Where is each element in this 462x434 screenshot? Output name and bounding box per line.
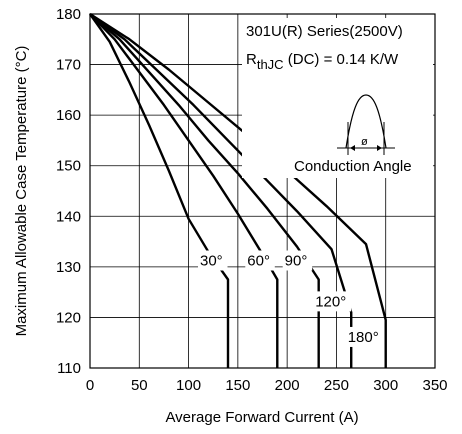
thermal-resistance: RthJC (DC) = 0.14 K/W (246, 51, 399, 72)
annotation-box (242, 18, 433, 178)
series-label: 180° (348, 329, 379, 346)
x-tick-label: 250 (324, 377, 349, 394)
y-tick-label: 130 (56, 259, 81, 276)
y-tick-label: 140 (56, 208, 81, 225)
y-tick-label: 120 (56, 309, 81, 326)
y-axis-title: Maximum Allowable Case Temperature (°C) (13, 46, 30, 337)
series-label-bg (313, 291, 352, 312)
conduction-angle-symbol: ø (361, 136, 368, 148)
x-tick-label: 150 (225, 377, 250, 394)
series-label: 120° (315, 293, 346, 310)
series-label: 30° (200, 253, 223, 270)
y-tick-label: 160 (56, 107, 81, 124)
x-axis-title: Average Forward Current (A) (165, 409, 358, 426)
conduction-angle-icon (337, 94, 395, 155)
x-tick-label: 200 (275, 377, 300, 394)
y-tick-label: 150 (56, 158, 81, 175)
series-label-bg (345, 326, 384, 347)
series-label: 90° (285, 253, 308, 270)
y-tick-label: 110 (57, 360, 81, 377)
series-label: 60° (247, 253, 270, 270)
x-tick-label: 50 (131, 377, 148, 394)
curve-labels: 30° 60° 90° 120° 180° (198, 250, 384, 347)
rth-rest: (DC) = 0.14 K/W (284, 51, 399, 68)
x-tick-label: 350 (422, 377, 447, 394)
x-tick-label: 100 (176, 377, 201, 394)
rth-main: R (246, 51, 257, 68)
series-title: 301U(R) Series(2500V) (246, 23, 403, 40)
series-label-bg (282, 250, 313, 271)
tick-labels: 0 50 100 150 200 250 300 350 110 120 130 140 150 160 1… (56, 6, 448, 394)
plot-frame (89, 13, 436, 369)
conduction-angle-label: Conduction Angle (294, 158, 412, 175)
y-tick-label: 180 (56, 6, 81, 23)
rth-sub: thJC (257, 57, 284, 72)
y-tick-label: 170 (56, 57, 81, 74)
series-label-bg (245, 250, 275, 271)
x-tick-label: 0 (86, 377, 94, 394)
x-tick-label: 300 (373, 377, 398, 394)
series-label-bg (198, 250, 228, 271)
